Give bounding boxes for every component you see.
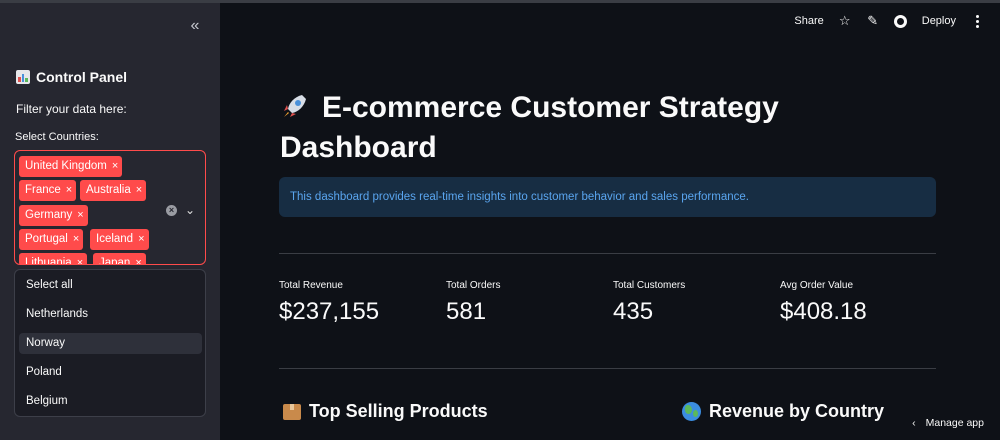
country-tag-label: Germany	[25, 209, 73, 221]
metric-label: Total Orders	[446, 280, 501, 291]
sidebar-title-text: Control Panel	[36, 69, 128, 85]
more-vertical-icon[interactable]	[970, 14, 984, 28]
tag-remove-icon[interactable]: ×	[111, 160, 119, 172]
github-icon[interactable]	[894, 14, 908, 28]
metric-label: Avg Order Value	[780, 280, 854, 291]
country-tag[interactable]: Portugal ×	[19, 229, 84, 250]
metric-total-revenue: Total Revenue $237,155	[279, 280, 379, 326]
chevron-left-icon: ‹	[912, 417, 916, 429]
sidebar-subtitle: Filter your data here:	[16, 102, 127, 116]
tag-remove-icon[interactable]: ×	[135, 184, 143, 196]
clear-selection-icon[interactable]: ×	[166, 204, 177, 216]
deploy-button[interactable]: Deploy	[921, 15, 956, 27]
country-multiselect[interactable]: United Kingdom × France × Australia × Germa…	[14, 150, 206, 265]
multiselect-controls: × ⌄	[166, 203, 195, 217]
country-tag-label: France	[25, 184, 61, 196]
country-tag-label: United Kingdom	[25, 160, 107, 172]
collapse-sidebar-icon[interactable]: «	[190, 17, 200, 34]
metric-value: 581	[446, 298, 487, 325]
page-title: E-commerce Customer Strategy Dashboard	[280, 88, 840, 168]
country-tag[interactable]: Lithuania ×	[19, 253, 88, 265]
country-tag-label: Lithuania	[25, 257, 72, 265]
country-tag[interactable]: United Kingdom ×	[19, 156, 123, 177]
info-banner: This dashboard provides real-time insigh…	[279, 177, 936, 217]
dropdown-option-select-all[interactable]: Select all	[26, 279, 73, 291]
metric-total-customers: Total Customers 435	[613, 280, 685, 326]
divider	[279, 368, 936, 369]
section-title-text: Revenue by Country	[709, 401, 885, 421]
package-icon	[283, 403, 301, 420]
dropdown-option[interactable]: Netherlands	[26, 308, 89, 320]
sidebar: « Control Panel Filter your data here: S…	[0, 3, 220, 440]
tag-remove-icon[interactable]: ×	[76, 257, 84, 265]
metric-value: 435	[613, 298, 654, 325]
share-button[interactable]: Share	[794, 15, 824, 27]
manage-app-button[interactable]: ‹ Manage app	[912, 417, 984, 429]
metric-total-orders: Total Orders 581	[446, 280, 500, 326]
country-dropdown: Select all Netherlands Norway Poland Bel…	[14, 269, 206, 417]
bar-chart-icon	[16, 70, 30, 84]
page-title-text: E-commerce Customer Strategy Dashboard	[280, 91, 779, 164]
tag-remove-icon[interactable]: ×	[77, 209, 84, 221]
top-toolbar: Share ☆ ✎ Deploy	[794, 13, 984, 28]
rocket-icon	[280, 91, 310, 121]
section-title-text: Top Selling Products	[309, 401, 488, 421]
tag-remove-icon[interactable]: ×	[65, 184, 73, 196]
metric-value: $408.18	[780, 298, 867, 325]
metric-label: Total Customers	[613, 280, 686, 291]
country-tag[interactable]: Australia ×	[80, 180, 147, 201]
tag-remove-icon[interactable]: ×	[138, 233, 145, 245]
pencil-icon[interactable]: ✎	[867, 13, 879, 28]
dropdown-option[interactable]: Norway	[19, 333, 202, 354]
tag-remove-icon[interactable]: ×	[135, 257, 142, 265]
country-tag[interactable]: France ×	[19, 180, 77, 201]
tag-remove-icon[interactable]: ×	[72, 233, 80, 245]
divider	[279, 253, 936, 254]
country-tag-label: Australia	[86, 184, 131, 196]
section-top-products: Top Selling Products	[283, 401, 488, 422]
dropdown-option[interactable]: Poland	[26, 366, 62, 378]
section-revenue-by-country: Revenue by Country	[682, 401, 884, 422]
country-tag-label: Iceland	[96, 233, 134, 245]
metric-avg-order-value: Avg Order Value $408.18	[780, 280, 867, 326]
dropdown-option[interactable]: Belgium	[26, 395, 68, 407]
chevron-down-icon[interactable]: ⌄	[185, 203, 196, 217]
globe-icon	[682, 402, 701, 421]
metric-value: $237,155	[279, 298, 380, 325]
manage-app-label: Manage app	[925, 417, 984, 429]
country-tag-label: Japan	[99, 257, 131, 265]
country-tag[interactable]: Germany ×	[19, 205, 88, 226]
metric-label: Total Revenue	[279, 280, 343, 291]
country-tag[interactable]: Iceland ×	[90, 229, 149, 250]
window-top-border	[0, 0, 1000, 3]
country-tag-label: Portugal	[25, 233, 68, 245]
country-tag[interactable]: Japan ×	[93, 253, 146, 265]
star-icon[interactable]: ☆	[838, 13, 851, 28]
countries-label: Select Countries:	[15, 131, 99, 143]
sidebar-title: Control Panel	[16, 69, 127, 85]
